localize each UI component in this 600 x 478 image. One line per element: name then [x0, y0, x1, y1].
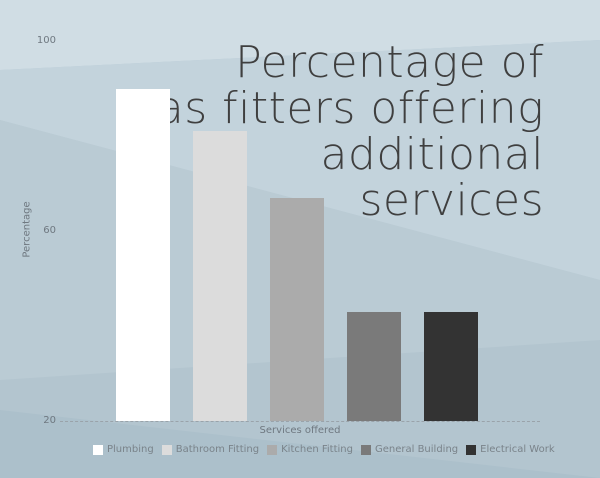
- legend: Plumbing Bathroom Fitting Kitchen Fitting G…: [93, 444, 555, 455]
- y-tick: 100: [36, 35, 56, 46]
- legend-swatch: [267, 444, 278, 455]
- title-line: services: [359, 175, 544, 226]
- bar: [116, 88, 170, 421]
- legend-item[interactable]: Electrical Work: [466, 444, 555, 455]
- title-line: Percentage of: [235, 37, 544, 88]
- legend-label: Bathroom Fitting: [175, 444, 260, 455]
- bar: [424, 311, 478, 421]
- legend-label: Kitchen Fitting: [281, 444, 353, 455]
- legend-item[interactable]: Kitchen Fitting: [267, 444, 353, 455]
- x-axis-label: Services offered: [259, 425, 341, 436]
- legend-swatch: [161, 444, 172, 455]
- legend-label: General Building: [374, 444, 459, 455]
- legend-swatch: [93, 444, 103, 455]
- legend-swatch: [466, 444, 477, 455]
- bar: [270, 197, 324, 421]
- legend-item[interactable]: Bathroom Fitting: [161, 444, 260, 455]
- legend-item[interactable]: Plumbing: [93, 444, 154, 455]
- bar: [347, 311, 401, 421]
- y-axis-label: Percentage: [21, 201, 33, 258]
- x-axis-baseline: [60, 421, 540, 422]
- legend-item[interactable]: General Building: [360, 444, 459, 455]
- legend-label: Electrical Work: [480, 444, 555, 455]
- chart-title: Percentage of gas fitters offering addit…: [130, 40, 544, 224]
- title-line: additional: [320, 129, 544, 180]
- legend-label: Plumbing: [107, 444, 154, 455]
- bar: [193, 131, 247, 421]
- y-tick: 60: [43, 225, 56, 236]
- y-tick: 20: [43, 415, 56, 426]
- title-line: gas fitters offering: [129, 83, 544, 134]
- legend-swatch: [360, 444, 371, 455]
